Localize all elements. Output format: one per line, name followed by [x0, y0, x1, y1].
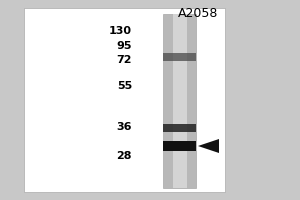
Text: 55: 55 — [117, 81, 132, 91]
Text: 28: 28 — [116, 151, 132, 161]
Bar — [173, 14, 187, 188]
Bar — [164, 14, 196, 188]
FancyBboxPatch shape — [24, 8, 225, 192]
Bar — [164, 53, 196, 61]
Polygon shape — [198, 139, 219, 153]
Text: 72: 72 — [116, 55, 132, 65]
Bar — [164, 124, 196, 132]
Text: 36: 36 — [116, 122, 132, 132]
Text: 95: 95 — [116, 41, 132, 51]
Bar — [164, 141, 196, 151]
Text: A2058: A2058 — [178, 7, 218, 20]
Text: 130: 130 — [109, 26, 132, 36]
